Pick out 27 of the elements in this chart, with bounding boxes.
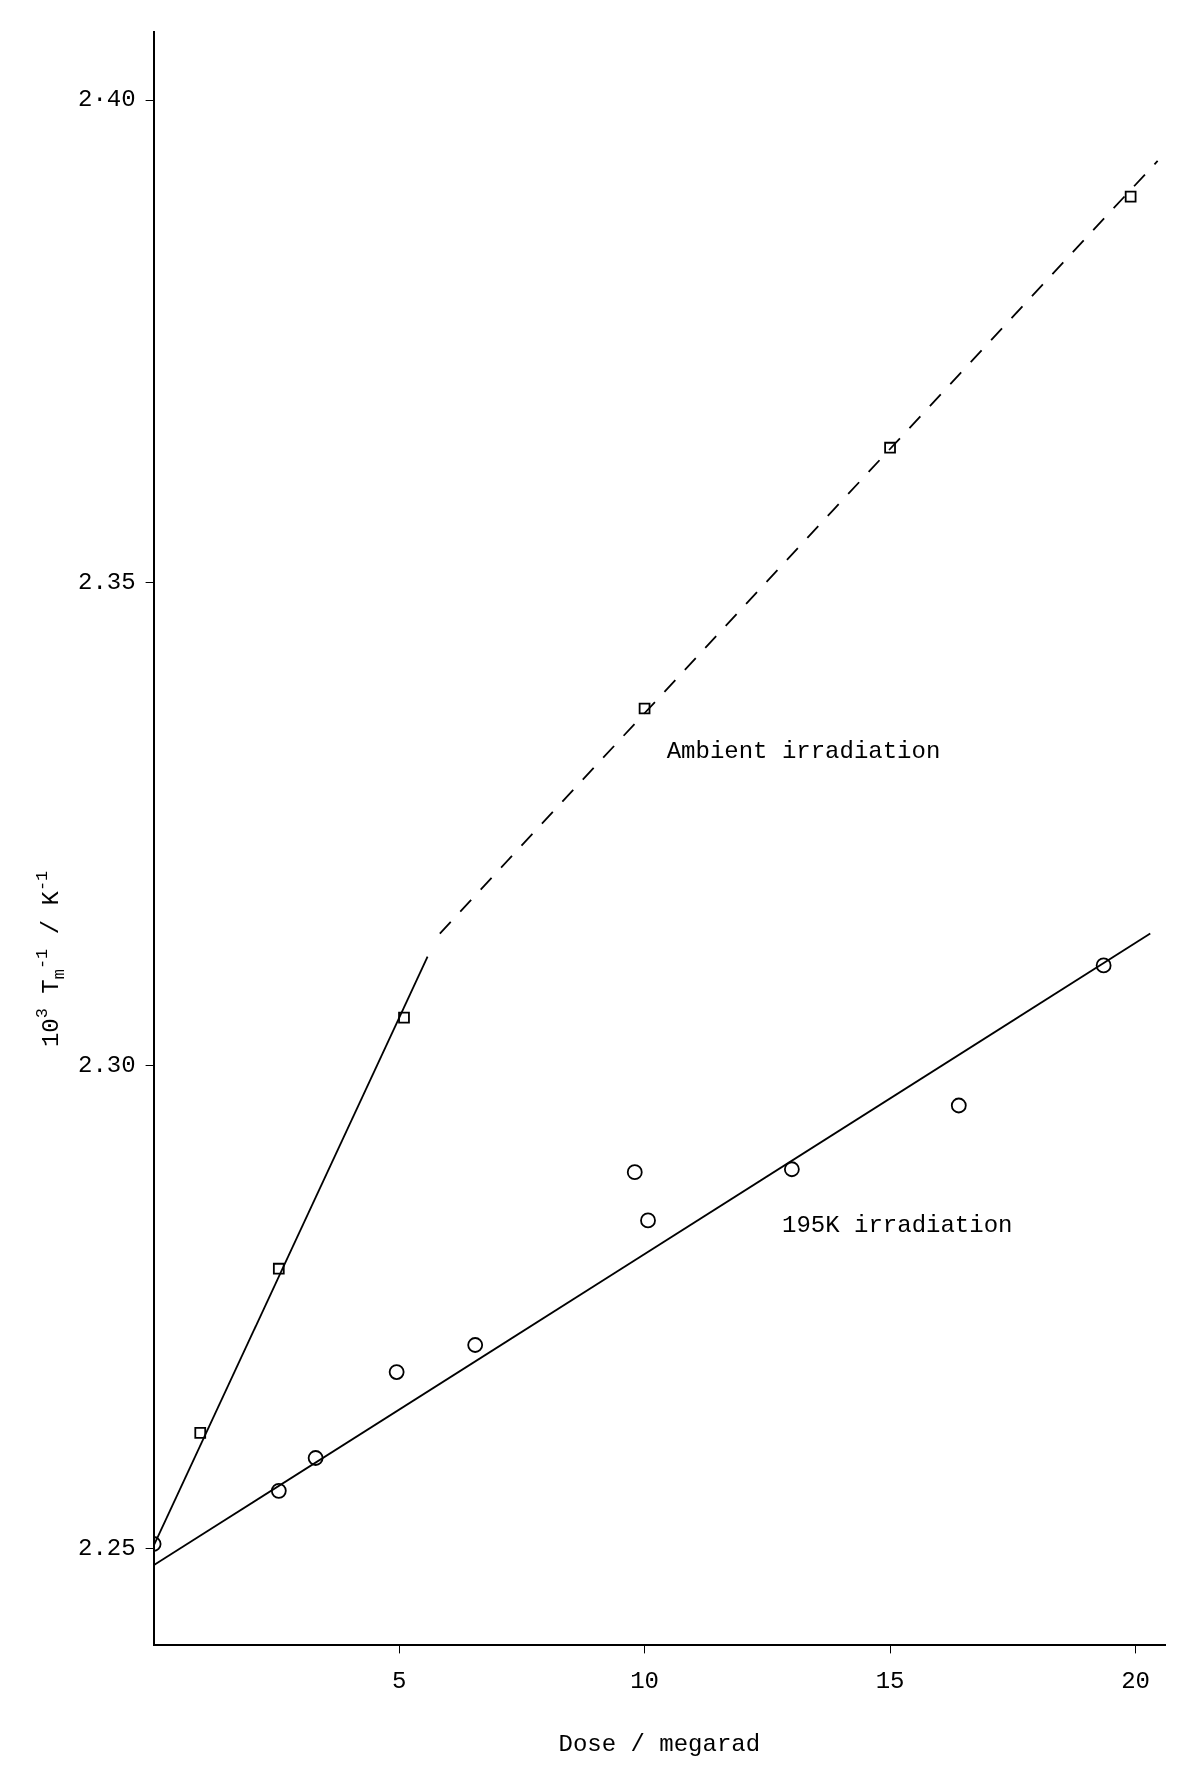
point — [307, 1450, 324, 1466]
x-tick-label: 20 — [1121, 1668, 1150, 1696]
point — [783, 1161, 800, 1178]
point — [467, 1337, 484, 1353]
point — [1124, 190, 1137, 203]
y-tick-label: 2.30 — [78, 1052, 136, 1080]
point — [638, 702, 651, 715]
x-axis-title: Dose / megarad — [558, 1730, 761, 1758]
point — [1095, 957, 1112, 974]
y-tick-label: 2.35 — [78, 569, 136, 597]
point — [398, 1011, 410, 1024]
point — [194, 1427, 207, 1439]
y-axis-title: 103 Tm-1 / K-1 — [33, 870, 69, 1048]
point — [388, 1364, 405, 1380]
point — [884, 441, 896, 454]
x-tick-label: 5 — [391, 1668, 407, 1696]
point — [640, 1212, 656, 1229]
point — [272, 1262, 285, 1275]
x-tick-label: 15 — [875, 1668, 905, 1696]
y-tick-label: 2·40 — [78, 86, 136, 114]
series-label: 195K irradiation — [782, 1211, 1013, 1239]
point — [626, 1164, 643, 1181]
series-label: Ambient irradiation — [666, 738, 941, 766]
point — [270, 1482, 287, 1499]
x-tick-label: 10 — [630, 1668, 659, 1696]
point — [950, 1097, 967, 1114]
y-tick-label: 2.25 — [78, 1535, 136, 1563]
